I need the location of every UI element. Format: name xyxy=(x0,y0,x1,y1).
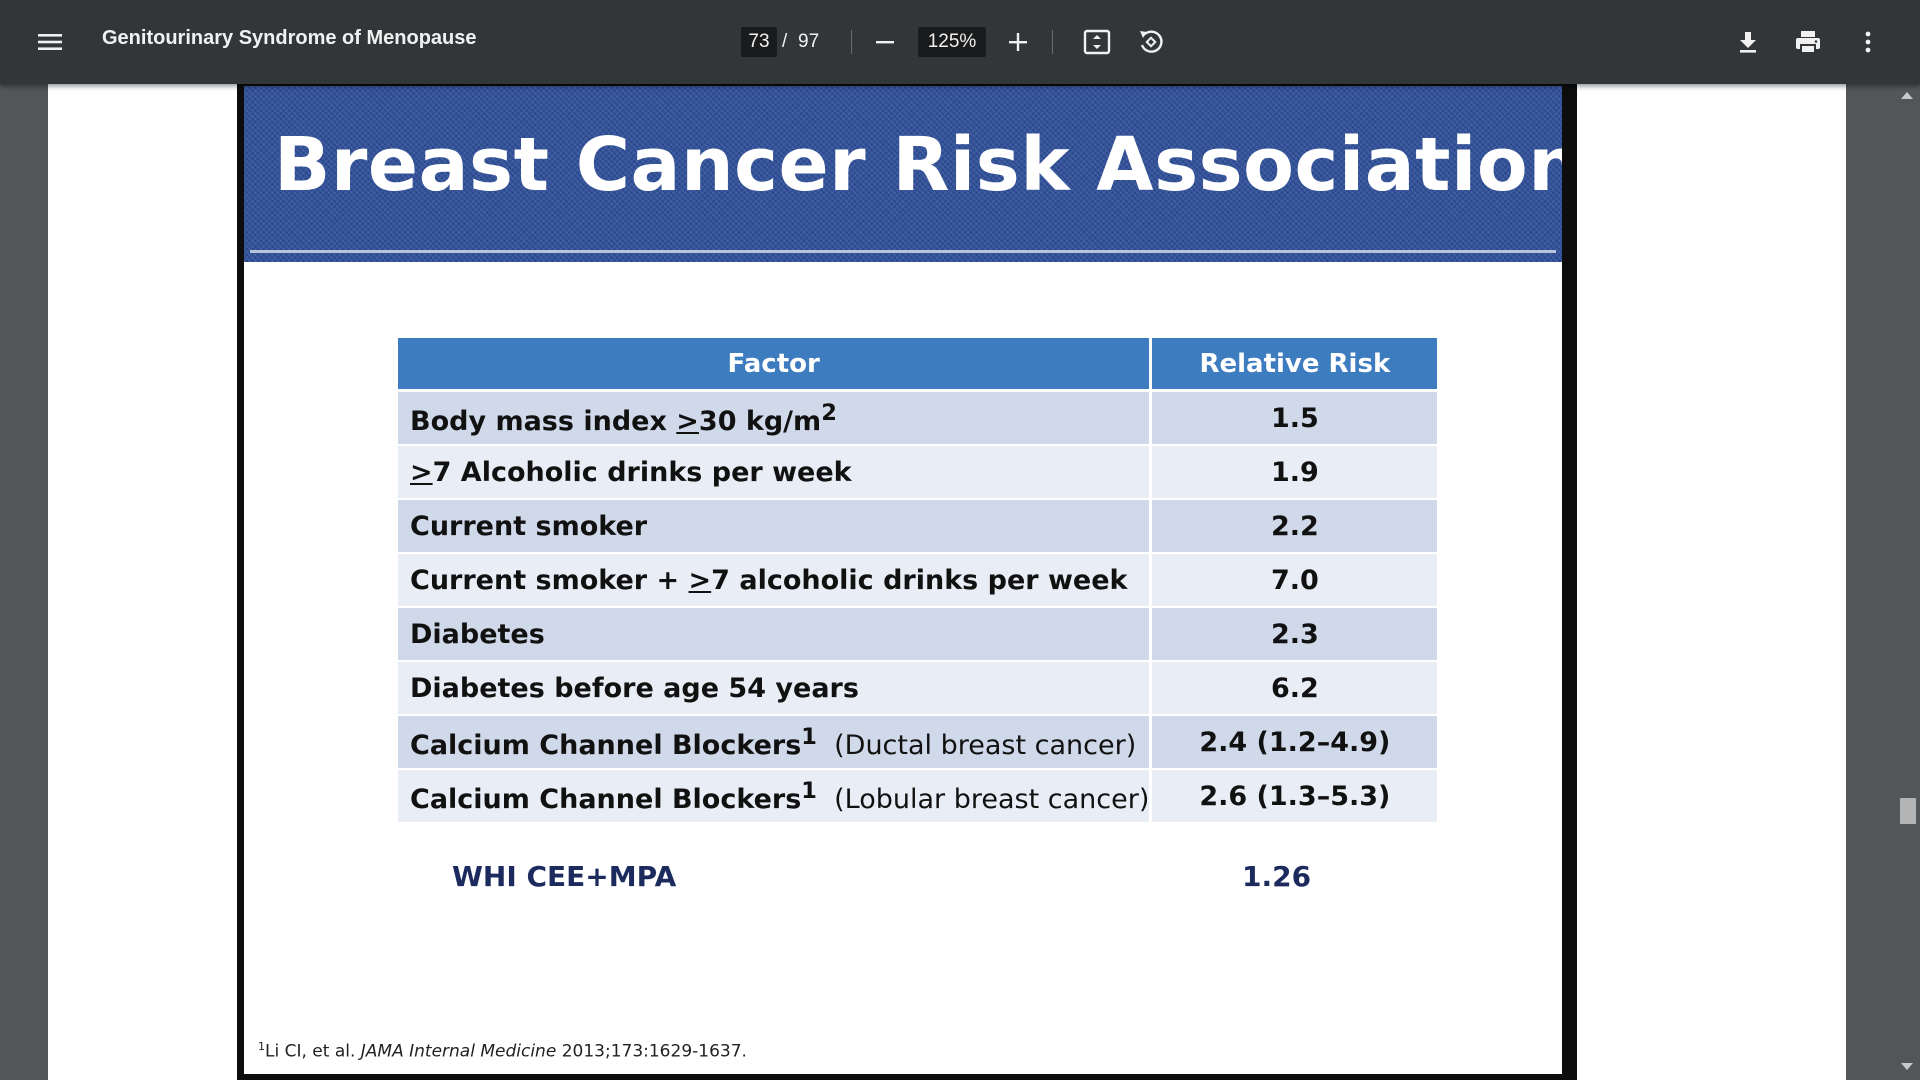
factor-text: Current smoker xyxy=(410,510,648,542)
vertical-scrollbar[interactable] xyxy=(1896,84,1920,1080)
factor-cell: Body mass index >30 kg/m2 xyxy=(398,390,1153,446)
footnote-citation: 2013;173:1629-1637. xyxy=(556,1041,747,1062)
relative-risk-cell: 1.5 xyxy=(1150,390,1438,446)
page-separator: / xyxy=(782,31,788,52)
factor-superscript: 1 xyxy=(801,777,817,804)
header-rule xyxy=(250,250,1556,253)
factor-cell: Calcium Channel Blockers1 (Ductal breast… xyxy=(398,715,1153,770)
factor-text: Calcium Channel Blockers xyxy=(410,783,802,815)
factor-cell: Current smoker + >7 alcoholic drinks per… xyxy=(398,553,1153,608)
factor-text: Body mass index xyxy=(410,405,677,437)
factor-text: Current smoker + xyxy=(410,564,689,596)
table-header-row: Factor Relative Risk xyxy=(398,338,1438,392)
table-row: Calcium Channel Blockers1 (Ductal breast… xyxy=(398,715,1438,770)
table-row: Diabetes 2.3 xyxy=(398,607,1438,662)
relative-risk-cell: 1.9 xyxy=(1150,445,1438,500)
factor-cell: Diabetes before age 54 years xyxy=(398,661,1153,716)
footnote-marker: 1 xyxy=(258,1040,265,1053)
factor-cell: >7 Alcoholic drinks per week xyxy=(398,445,1153,500)
factor-text: 30 kg/m xyxy=(698,405,822,437)
scroll-down-arrow-icon[interactable] xyxy=(1901,1063,1913,1070)
zoom-out-button[interactable] xyxy=(864,21,906,63)
pdf-toolbar: Genitourinary Syndrome of Menopause / 97 xyxy=(0,0,1920,84)
table-row: Current smoker 2.2 xyxy=(398,499,1438,554)
relative-risk-cell: 6.2 xyxy=(1150,661,1438,716)
relative-risk-cell: 2.2 xyxy=(1150,499,1438,554)
toolbar-divider xyxy=(851,30,852,54)
table-row: Diabetes before age 54 years 6.2 xyxy=(398,661,1438,716)
fit-to-page-icon xyxy=(1083,29,1111,55)
slide: Breast Cancer Risk Associations Factor R… xyxy=(244,86,1562,1074)
relative-risk-cell: 2.4 (1.2–4.9) xyxy=(1150,715,1438,770)
page-number-input[interactable] xyxy=(741,27,777,57)
scroll-thumb[interactable] xyxy=(1900,798,1916,824)
column-header-relative-risk: Relative Risk xyxy=(1150,338,1438,392)
factor-cell: Calcium Channel Blockers1 (Lobular breas… xyxy=(398,769,1153,824)
more-options-button[interactable] xyxy=(1847,21,1889,63)
table-row: Calcium Channel Blockers1 (Lobular breas… xyxy=(398,769,1438,824)
download-icon xyxy=(1740,32,1756,53)
whi-value: 1.26 xyxy=(1242,860,1312,893)
factor-superscript: 2 xyxy=(821,399,837,426)
slide-title: Breast Cancer Risk Associations xyxy=(274,122,1562,208)
whi-label: WHI CEE+MPA xyxy=(452,860,677,893)
rotate-counterclockwise-icon xyxy=(1140,30,1163,53)
table-row: >7 Alcoholic drinks per week 1.9 xyxy=(398,445,1438,500)
factor-ge-symbol: > xyxy=(410,456,433,488)
factor-cell: Current smoker xyxy=(398,499,1153,554)
factor-superscript: 1 xyxy=(801,723,817,750)
factor-note: (Lobular breast cancer) xyxy=(816,783,1150,815)
print-icon xyxy=(1796,31,1820,54)
minus-icon xyxy=(876,41,894,44)
factor-ge-symbol: > xyxy=(688,564,712,596)
plus-icon xyxy=(1009,33,1027,51)
fit-to-page-button[interactable] xyxy=(1076,21,1118,63)
document-title: Genitourinary Syndrome of Menopause xyxy=(102,27,477,49)
rotate-button[interactable] xyxy=(1130,21,1172,63)
zoom-in-button[interactable] xyxy=(997,21,1039,63)
footnote-journal: JAMA Internal Medicine xyxy=(360,1041,557,1062)
factor-text: 7 alcoholic drinks per week xyxy=(711,564,1128,596)
relative-risk-cell: 2.3 xyxy=(1150,607,1438,662)
slide-header: Breast Cancer Risk Associations xyxy=(244,86,1562,262)
print-button[interactable] xyxy=(1787,21,1829,63)
table-row: Body mass index >30 kg/m2 1.5 xyxy=(398,390,1438,446)
factor-note: (Ductal breast cancer) xyxy=(816,729,1137,761)
factor-text: Diabetes xyxy=(410,618,545,650)
relative-risk-cell: 2.6 (1.3–5.3) xyxy=(1150,769,1438,824)
hamburger-menu-icon[interactable] xyxy=(29,21,71,63)
download-button[interactable] xyxy=(1727,21,1769,63)
page-total: 97 xyxy=(798,31,820,52)
toolbar-divider xyxy=(1052,30,1053,54)
more-vertical-icon xyxy=(1865,31,1871,53)
risk-table: Factor Relative Risk Body mass index >30… xyxy=(398,338,1438,824)
factor-text: Diabetes before age 54 years xyxy=(410,672,859,704)
footnote-authors: Li CI, et al. xyxy=(265,1041,361,1062)
factor-text: 7 Alcoholic drinks per week xyxy=(432,456,852,488)
factor-text: Calcium Channel Blockers xyxy=(410,729,802,761)
factor-cell: Diabetes xyxy=(398,607,1153,662)
scroll-up-arrow-icon[interactable] xyxy=(1901,92,1913,99)
relative-risk-cell: 7.0 xyxy=(1150,553,1438,608)
table-row: Current smoker + >7 alcoholic drinks per… xyxy=(398,553,1438,608)
footnote: 1Li CI, et al. JAMA Internal Medicine 20… xyxy=(258,1040,747,1062)
column-header-factor: Factor xyxy=(398,338,1153,392)
zoom-level-input[interactable] xyxy=(918,27,986,57)
factor-ge-symbol: > xyxy=(676,405,699,437)
